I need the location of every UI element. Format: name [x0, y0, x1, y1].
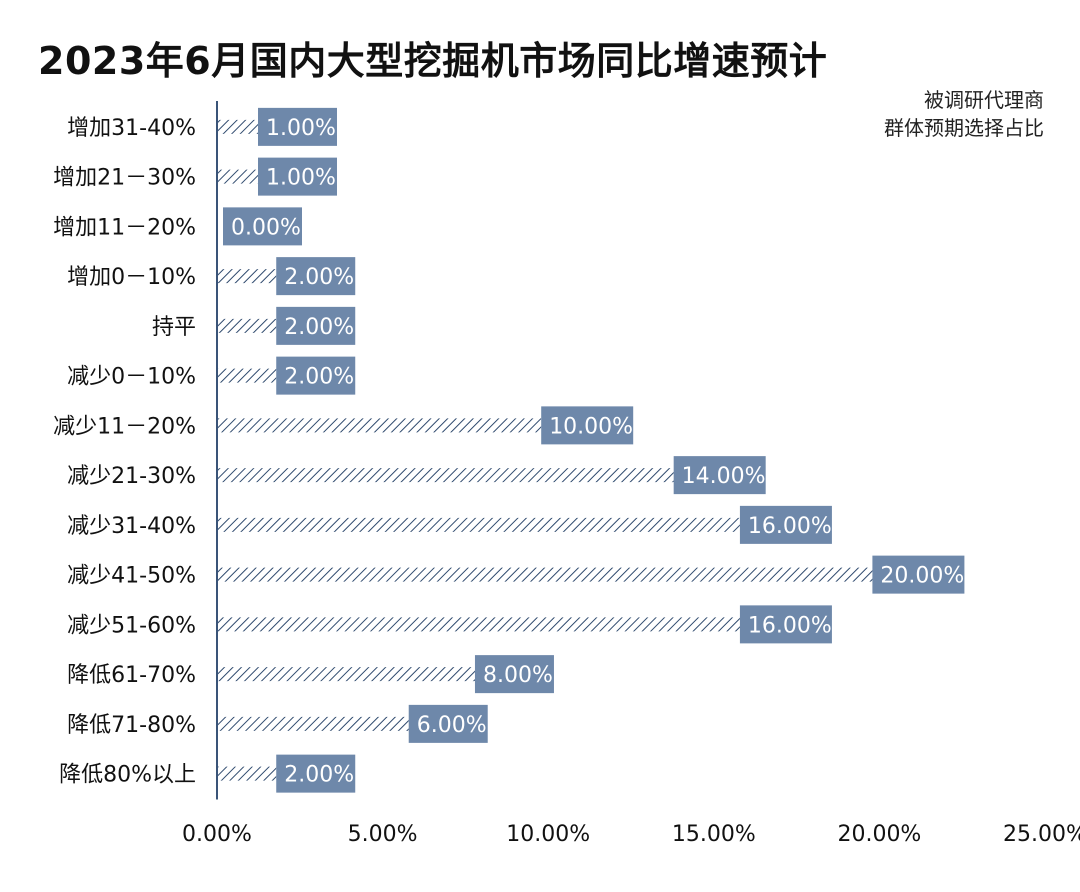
data-labels-layer: 1.00% 1.00% 0.00% 2.00% 2.00% 2.00% 10.00% 14.0… — [223, 107, 965, 793]
data-label-box — [276, 257, 356, 296]
data-label-box — [408, 704, 488, 743]
category-label: 增加21－30% — [53, 166, 196, 191]
data-label: 6.00% — [417, 713, 487, 738]
category-labels-layer: 增加31-40% 增加21－30% 增加11－20% 增加0－10% 持平减少0－10%… — [53, 116, 196, 788]
data-label: 2.00% — [284, 265, 354, 290]
x-tick-label: 25.00% — [1003, 822, 1080, 847]
bar — [218, 716, 409, 731]
bar — [218, 318, 277, 333]
category-label: 减少11－20% — [53, 414, 196, 439]
bar — [218, 368, 277, 383]
category-label: 减少51-60% — [67, 613, 196, 638]
data-label: 20.00% — [880, 564, 964, 589]
category-label: 增加11－20% — [53, 215, 196, 240]
data-label: 14.00% — [682, 464, 766, 489]
bar — [218, 766, 277, 781]
category-label: 增加0－10% — [67, 265, 196, 290]
legend-note: 被调研代理商 群体预期选择占比 — [884, 86, 1044, 142]
bar — [218, 269, 277, 284]
bar — [218, 169, 258, 184]
data-label-box — [276, 356, 356, 395]
bar — [218, 418, 542, 433]
data-label-box — [872, 555, 965, 594]
data-label-box — [739, 505, 832, 544]
data-label: 2.00% — [284, 763, 354, 788]
data-label-box — [541, 406, 634, 445]
data-label: 1.00% — [266, 116, 336, 141]
legend-line-2: 群体预期选择占比 — [884, 116, 1044, 140]
category-label: 减少41-50% — [67, 564, 196, 589]
category-label: 减少0－10% — [67, 365, 196, 390]
bar — [218, 617, 740, 632]
category-label: 持平 — [152, 315, 196, 340]
legend-line-1: 被调研代理商 — [924, 88, 1044, 112]
x-tick-labels-layer: 0.00% 5.00% 10.00% 15.00% 20.00% 25.00% — [182, 822, 1080, 847]
x-tick-label: 15.00% — [672, 822, 756, 847]
data-label-box — [258, 157, 337, 196]
data-label-box — [276, 754, 356, 793]
data-label-box — [258, 107, 337, 146]
data-label-box — [739, 605, 832, 644]
bar — [218, 468, 674, 483]
x-tick-label: 0.00% — [182, 822, 252, 847]
bar — [218, 667, 475, 682]
data-label-box — [276, 306, 356, 345]
x-tick-label: 10.00% — [506, 822, 590, 847]
category-label: 降低71-80% — [67, 713, 196, 738]
data-label-box — [223, 207, 302, 246]
category-label: 降低80%以上 — [59, 763, 196, 788]
category-label: 降低61-70% — [67, 663, 196, 688]
data-label: 1.00% — [266, 166, 336, 191]
chart-title: 2023年6月国内大型挖掘机市场同比增速预计 — [38, 39, 828, 83]
bar — [218, 567, 873, 582]
category-label: 减少31-40% — [67, 514, 196, 539]
data-label: 16.00% — [748, 613, 832, 638]
data-label: 0.00% — [231, 215, 301, 240]
x-tick-label: 5.00% — [348, 822, 418, 847]
data-label: 2.00% — [284, 315, 354, 340]
category-label: 减少21-30% — [67, 464, 196, 489]
data-label: 10.00% — [549, 414, 633, 439]
bar — [218, 119, 258, 134]
data-label-box — [673, 456, 766, 495]
category-label: 增加31-40% — [67, 116, 196, 141]
data-label: 8.00% — [483, 663, 553, 688]
bars-layer — [218, 119, 873, 781]
data-label-box — [474, 655, 554, 694]
x-tick-label: 20.00% — [837, 822, 921, 847]
data-label: 16.00% — [748, 514, 832, 539]
bar — [218, 517, 740, 532]
data-label: 2.00% — [284, 365, 354, 390]
